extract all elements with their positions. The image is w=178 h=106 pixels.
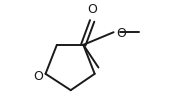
Text: O: O [116, 27, 126, 40]
Text: O: O [33, 70, 43, 83]
Text: O: O [87, 3, 97, 16]
